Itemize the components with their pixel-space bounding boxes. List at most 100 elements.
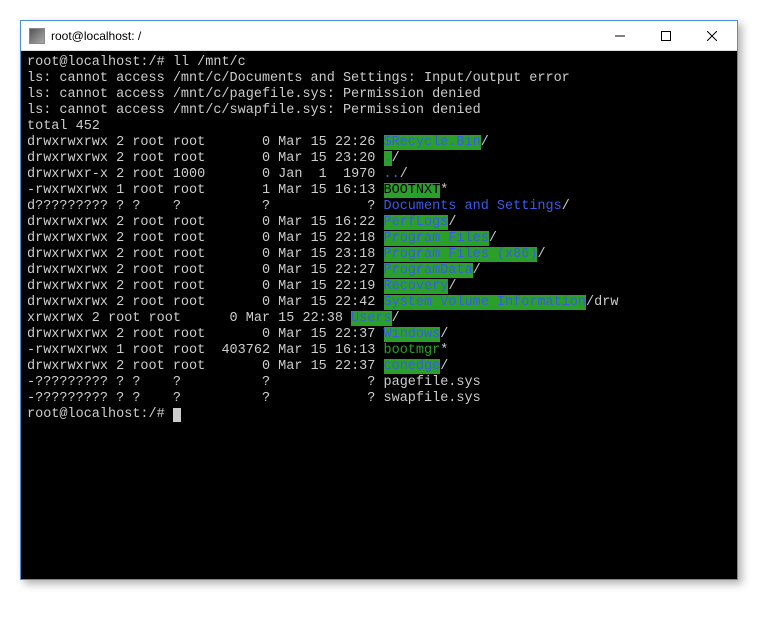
listing-row: -rwxrwxrwx 1 root root 1 Mar 15 16:13 BO… [27, 183, 731, 199]
error-line: ls: cannot access /mnt/c/pagefile.sys: P… [27, 87, 731, 103]
error-line: ls: cannot access /mnt/c/swapfile.sys: P… [27, 103, 731, 119]
file-perms: -????????? ? ? ? [27, 391, 205, 406]
file-date: Mar 15 22:38 [246, 311, 343, 326]
error-line: ls: cannot access /mnt/c/Documents and S… [27, 71, 731, 87]
maximize-button[interactable] [643, 22, 689, 50]
file-suffix: / [448, 279, 456, 294]
file-name: . [384, 151, 392, 166]
file-perms: drwxrwxrwx 2 root root [27, 247, 205, 262]
file-name: Program Files (x86) [384, 247, 538, 262]
file-size: ? [213, 391, 270, 406]
error-text: ls: cannot access /mnt/c/swapfile.sys: P… [27, 103, 481, 118]
file-perms: drwxrwxrwx 2 root root [27, 215, 205, 230]
listing-row: drwxrwxr-x 2 root 1000 0 Jan 1 1970 ../ [27, 167, 731, 183]
listing-row: drwxrwxrwx 2 root root 0 Mar 15 22:42 Sy… [27, 295, 731, 311]
file-size: 1 [213, 183, 270, 198]
prompt: root@localhost:/# [27, 55, 165, 70]
file-suffix: / [489, 231, 497, 246]
file-date: Mar 15 22:18 [278, 231, 375, 246]
file-perms: -????????? ? ? ? [27, 375, 205, 390]
file-size: 403762 [213, 343, 270, 358]
file-size: 0 [213, 263, 270, 278]
error-text: ls: cannot access /mnt/c/pagefile.sys: P… [27, 87, 481, 102]
file-size: ? [213, 375, 270, 390]
file-date: Mar 15 16:13 [278, 183, 375, 198]
file-perms: drwxrwxrwx 2 root root [27, 151, 205, 166]
listing-row: -????????? ? ? ? ? ? pagefile.sys [27, 375, 731, 391]
prompt-line: root@localhost:/# ll /mnt/c [27, 55, 731, 71]
listing-row: drwxrwxrwx 2 root root 0 Mar 15 22:37 Wi… [27, 327, 731, 343]
terminal-window: root@localhost: / root@localhost:/# ll /… [20, 20, 738, 580]
file-name: Users [351, 311, 392, 326]
file-name: ProgramData [384, 263, 473, 278]
file-size: 0 [213, 167, 270, 182]
file-suffix: / [481, 135, 489, 150]
file-suffix: / [586, 295, 594, 310]
file-perms: drwxrwxr-x 2 root 1000 [27, 167, 205, 182]
listing-row: -????????? ? ? ? ? ? swapfile.sys [27, 391, 731, 407]
file-perms: xrwxrwx 2 root root [27, 311, 181, 326]
file-name: Recovery [384, 279, 449, 294]
file-date: Mar 15 22:27 [278, 263, 375, 278]
file-size: 0 [213, 151, 270, 166]
file-size: 0 [213, 247, 270, 262]
total-line: total 452 [27, 119, 731, 135]
file-name: BOOTNXT [384, 183, 441, 198]
listing-row: drwxrwxrwx 2 root root 0 Mar 15 23:20 ./ [27, 151, 731, 167]
file-perms: drwxrwxrwx 2 root root [27, 327, 205, 342]
file-name: Program Files [384, 231, 489, 246]
maximize-icon [661, 31, 671, 41]
file-perms: drwxrwxrwx 2 root root [27, 295, 205, 310]
listing-row: drwxrwxrwx 2 root root 0 Mar 15 22:37 co… [27, 359, 731, 375]
file-trail: drw [594, 295, 618, 310]
file-name: .. [384, 167, 400, 182]
listing-row: drwxrwxrwx 2 root root 0 Mar 15 22:18 Pr… [27, 231, 731, 247]
file-perms: drwxrwxrwx 2 root root [27, 359, 205, 374]
file-suffix: / [473, 263, 481, 278]
file-name: System Volume Information [384, 295, 587, 310]
file-size: 0 [213, 231, 270, 246]
close-icon [707, 31, 717, 41]
file-date: Mar 15 22:19 [278, 279, 375, 294]
file-size: 0 [213, 327, 270, 342]
terminal-output[interactable]: root@localhost:/# ll /mnt/cls: cannot ac… [21, 51, 737, 579]
file-date: ? [278, 375, 375, 390]
close-button[interactable] [689, 22, 735, 50]
listing-row: drwxrwxrwx 2 root root 0 Mar 15 22:19 Re… [27, 279, 731, 295]
titlebar[interactable]: root@localhost: / [21, 21, 737, 51]
file-date: ? [278, 391, 375, 406]
file-name: pagefile.sys [384, 375, 481, 390]
file-date: Mar 15 16:22 [278, 215, 375, 230]
listing-row: d????????? ? ? ? ? ? Documents and Setti… [27, 199, 731, 215]
listing-row-wrapped: xrwxrwx 2 root root 0 Mar 15 22:38 Users… [27, 311, 731, 327]
file-size: 0 [189, 311, 238, 326]
file-name: bootmgr [384, 343, 441, 358]
file-perms: -rwxrwxrwx 1 root root [27, 343, 205, 358]
file-size: 0 [213, 359, 270, 374]
file-suffix: / [400, 167, 408, 182]
listing-row: drwxrwxrwx 2 root root 0 Mar 15 22:27 Pr… [27, 263, 731, 279]
file-size: ? [213, 199, 270, 214]
file-suffix: / [562, 199, 570, 214]
file-suffix: * [440, 183, 448, 198]
prompt: root@localhost:/# [27, 407, 165, 422]
file-date: Mar 15 22:42 [278, 295, 375, 310]
listing-row: drwxrwxrwx 2 root root 0 Mar 15 16:22 Pe… [27, 215, 731, 231]
file-date: Jan 1 1970 [278, 167, 375, 182]
file-name: Documents and Settings [384, 199, 562, 214]
file-suffix: * [440, 343, 448, 358]
error-text: ls: cannot access /mnt/c/Documents and S… [27, 71, 570, 86]
file-name: Windows [384, 327, 441, 342]
file-date: Mar 15 22:37 [278, 327, 375, 342]
file-date: ? [278, 199, 375, 214]
command: ll /mnt/c [173, 55, 246, 70]
file-perms: drwxrwxrwx 2 root root [27, 231, 205, 246]
listing-row: drwxrwxrwx 2 root root 0 Mar 15 22:26 $R… [27, 135, 731, 151]
file-date: Mar 15 23:18 [278, 247, 375, 262]
file-suffix: / [537, 247, 545, 262]
file-suffix: / [440, 327, 448, 342]
minimize-button[interactable] [597, 22, 643, 50]
cursor [173, 408, 181, 422]
file-size: 0 [213, 135, 270, 150]
file-suffix: / [440, 359, 448, 374]
